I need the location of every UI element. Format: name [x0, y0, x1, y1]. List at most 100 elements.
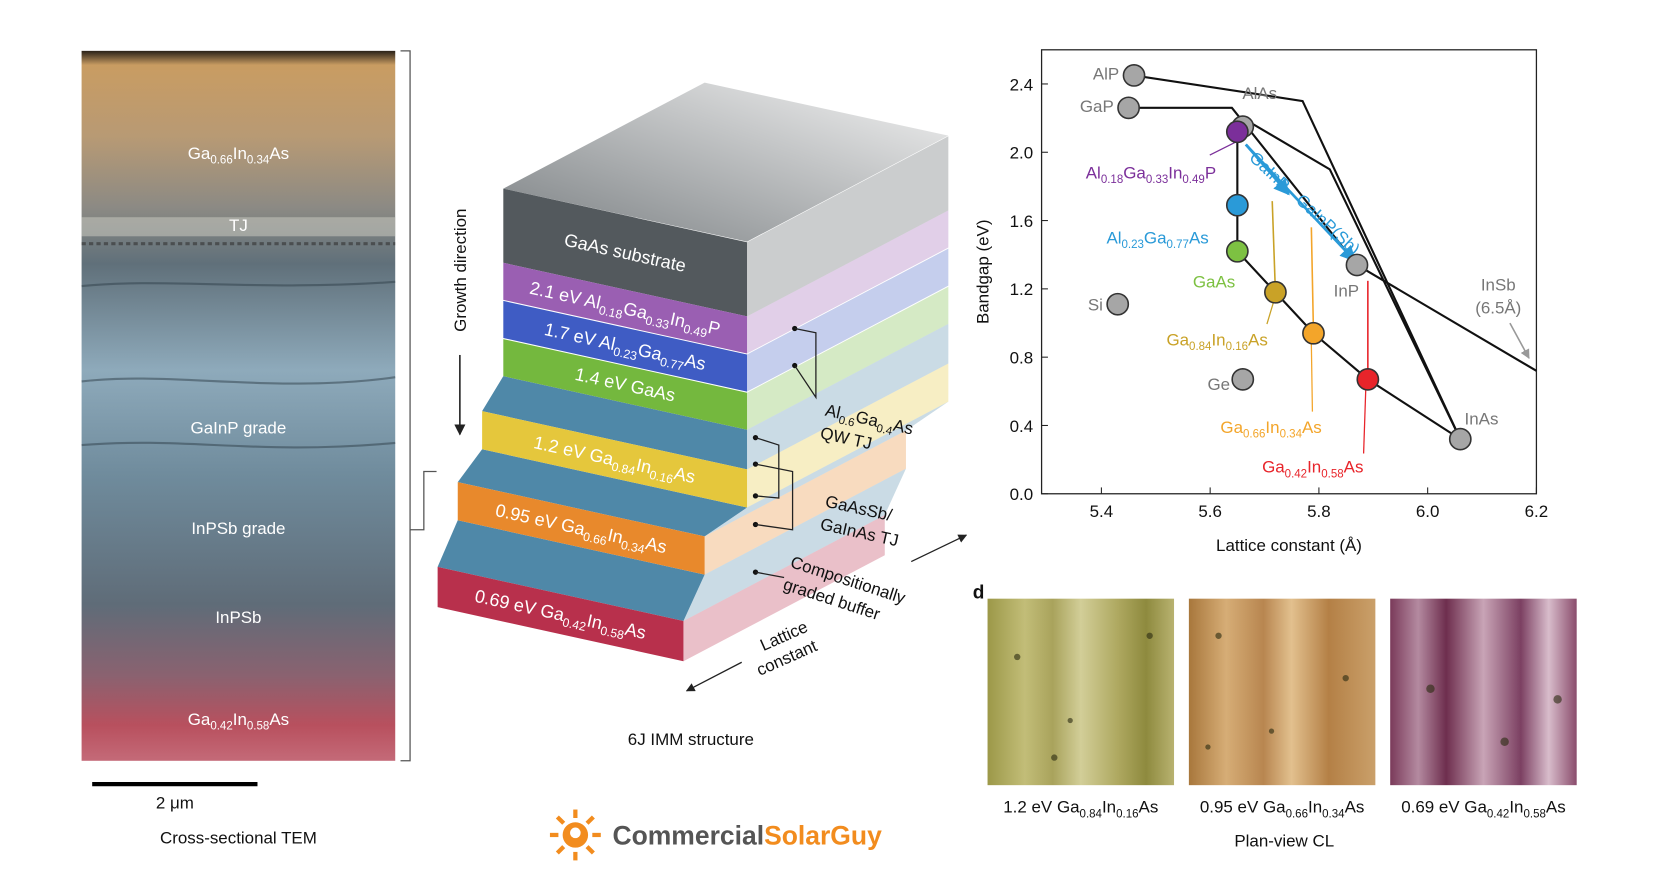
- defect: [1553, 695, 1562, 704]
- figure-content: 2 μm Cross-sectional TEM GaAs substrate2…: [81, 49, 1577, 861]
- label-leader: [1266, 302, 1274, 325]
- formula-part: As: [672, 463, 697, 487]
- formula-part: 0.77: [1167, 239, 1189, 251]
- formula-part: 0.4: [875, 423, 894, 438]
- layer: [437, 566, 684, 662]
- side-face: [747, 248, 949, 392]
- defect: [1268, 728, 1275, 734]
- formula-part: In: [233, 144, 247, 163]
- tem-link-bracket: [410, 470, 437, 531]
- formula-part: Al: [1106, 228, 1121, 247]
- point-label: AlP: [1093, 65, 1119, 84]
- layer: [503, 262, 748, 354]
- layer: [457, 482, 705, 575]
- formula-part: In: [233, 710, 247, 729]
- data-point: [1345, 253, 1369, 277]
- formula-part: 0.69 eV Ga: [1401, 798, 1487, 817]
- formula-part: AlP: [1093, 65, 1119, 84]
- formula-part: As: [269, 710, 289, 729]
- formula-part: Ga: [1144, 228, 1167, 247]
- formula-part: 0.23: [612, 344, 638, 363]
- point-label: Al0.18Ga0.33In0.49P: [1086, 163, 1216, 186]
- side-face: [747, 136, 949, 317]
- tem-label: GaInP grade: [191, 418, 287, 437]
- defect: [1215, 632, 1222, 639]
- formula-part: 0.16: [648, 468, 674, 487]
- point-label: GaP: [1080, 97, 1114, 116]
- formula-part: 0.34: [1280, 429, 1303, 441]
- formula-part: 0.16: [1226, 341, 1248, 353]
- graded-buffer: [437, 520, 705, 621]
- point-label: Ga0.66In0.34As: [1220, 418, 1321, 441]
- side-face: [747, 210, 949, 354]
- logo-part: SolarGuy: [764, 821, 882, 851]
- x-tick-label: 5.4: [1090, 502, 1114, 521]
- formula-part: Al: [824, 401, 843, 423]
- formula-part: In: [1307, 458, 1321, 477]
- formula-part: 0.84: [610, 459, 636, 478]
- annotation: GaInP(Sb): [1292, 190, 1363, 258]
- formula-part: In: [585, 611, 604, 634]
- logo-part: Commercial: [612, 821, 764, 851]
- curve: [1242, 117, 1462, 440]
- x-tick-label: 6.0: [1416, 502, 1440, 521]
- formula-part: InPSb: [215, 608, 261, 627]
- formula-part: 0.34: [1322, 808, 1345, 820]
- formula-part: 0.58: [599, 624, 625, 643]
- graded-buffer-side: [704, 401, 949, 537]
- drop-line: [1271, 201, 1277, 293]
- formula-part: In: [634, 455, 653, 478]
- formula-part: 0.42: [1487, 808, 1509, 820]
- formula-part: 0.33: [1146, 174, 1168, 186]
- formula-part: In: [1265, 418, 1279, 437]
- formula-part: 0.84: [1189, 341, 1212, 353]
- formula-part: AlAs: [1242, 84, 1277, 103]
- point-label: InAs: [1465, 409, 1499, 428]
- formula-part: 0.23: [1122, 239, 1144, 251]
- point-label: AlAs: [1242, 84, 1277, 103]
- lattice-arrow-left: [685, 661, 743, 692]
- formula-part: TJ: [229, 216, 248, 235]
- insb-label: (6.5Å): [1475, 299, 1521, 318]
- formula-part: As: [1139, 798, 1159, 817]
- formula-part: 0.34: [620, 538, 646, 557]
- point-label: InP: [1334, 282, 1359, 301]
- gainp-arrow: [1244, 143, 1290, 196]
- bandgap-chart: 5.4 5.6 5.8 6.0 6.2 0.0 0.4 0.8 1.2 1.6 2.0 2.4 Latt…: [974, 49, 1548, 555]
- formula-part: In: [606, 525, 625, 548]
- layer: [503, 300, 748, 392]
- formula-part: 0.66: [1286, 808, 1308, 820]
- tem-label: Ga0.66In0.34As: [188, 144, 289, 167]
- formula-part: GaInP grade: [191, 418, 287, 437]
- y-tick-label: 2.4: [1010, 75, 1034, 94]
- formula-part: In: [668, 309, 687, 332]
- y-tick-label: 0.8: [1010, 349, 1034, 368]
- formula-part: As: [1344, 458, 1364, 477]
- formula-part: As: [269, 144, 289, 163]
- curve: [1236, 131, 1461, 441]
- y-tick-label: 1.6: [1010, 212, 1034, 231]
- structure-caption: 6J IMM structure: [628, 730, 754, 749]
- point-label: GaAs: [1193, 272, 1235, 291]
- plot-frame: [1040, 49, 1538, 495]
- formula-part: 1.2 eV Ga: [1003, 798, 1080, 817]
- formula-part: 0.42: [1285, 468, 1307, 480]
- side-face: [747, 363, 949, 508]
- tem-caption: Cross-sectional TEM: [160, 828, 317, 847]
- formula-part: 0.18: [1101, 174, 1123, 186]
- side-face: [704, 430, 906, 575]
- cl-image: [1188, 598, 1376, 786]
- y-tick-label: 1.2: [1010, 280, 1034, 299]
- buffer-pointer: [755, 571, 785, 579]
- point-label: Al0.23Ga0.77As: [1106, 228, 1208, 251]
- formula-part: As: [1302, 418, 1322, 437]
- curve: [1133, 74, 1462, 440]
- tem-image: [81, 50, 396, 761]
- insb-arrow: [1509, 322, 1530, 359]
- tem-label: TJ: [229, 216, 248, 235]
- defect: [1014, 653, 1021, 661]
- formula-part: As: [1546, 798, 1566, 817]
- tj-bracket: [755, 463, 794, 531]
- formula-part: Ga: [188, 710, 211, 729]
